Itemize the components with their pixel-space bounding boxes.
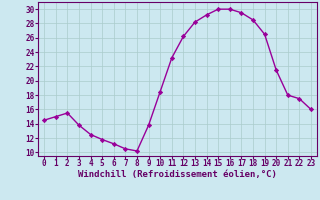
- X-axis label: Windchill (Refroidissement éolien,°C): Windchill (Refroidissement éolien,°C): [78, 170, 277, 179]
